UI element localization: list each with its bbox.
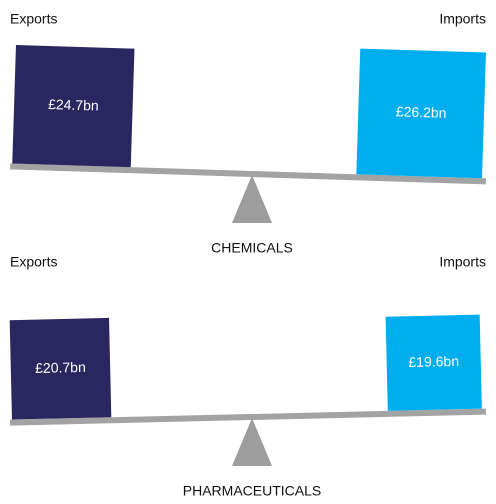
- beam: [9, 408, 486, 426]
- imports-box: [356, 48, 486, 179]
- value-label: £20.7bn: [35, 359, 86, 376]
- imports-box: [385, 314, 482, 411]
- exports-label: Exports: [10, 254, 57, 270]
- value-label: £26.2bn: [396, 103, 447, 121]
- scale-beam-group: £20.7bn £19.6bn: [9, 314, 486, 426]
- imports-label: Imports: [439, 254, 486, 270]
- value-label: £24.7bn: [48, 96, 99, 114]
- imports-label: Imports: [439, 11, 486, 27]
- beam: [10, 163, 487, 185]
- chart-title: PHARMACEUTICALS: [183, 483, 321, 499]
- pivot: [232, 418, 272, 466]
- value-label: £19.6bn: [408, 353, 459, 370]
- pivot: [232, 175, 272, 223]
- exports-box: [12, 44, 135, 168]
- exports-label: Exports: [10, 11, 57, 27]
- exports-box: [9, 317, 112, 420]
- scale-beam-group: £24.7bn £26.2bn: [10, 44, 487, 185]
- chart-title: CHEMICALS: [211, 240, 293, 256]
